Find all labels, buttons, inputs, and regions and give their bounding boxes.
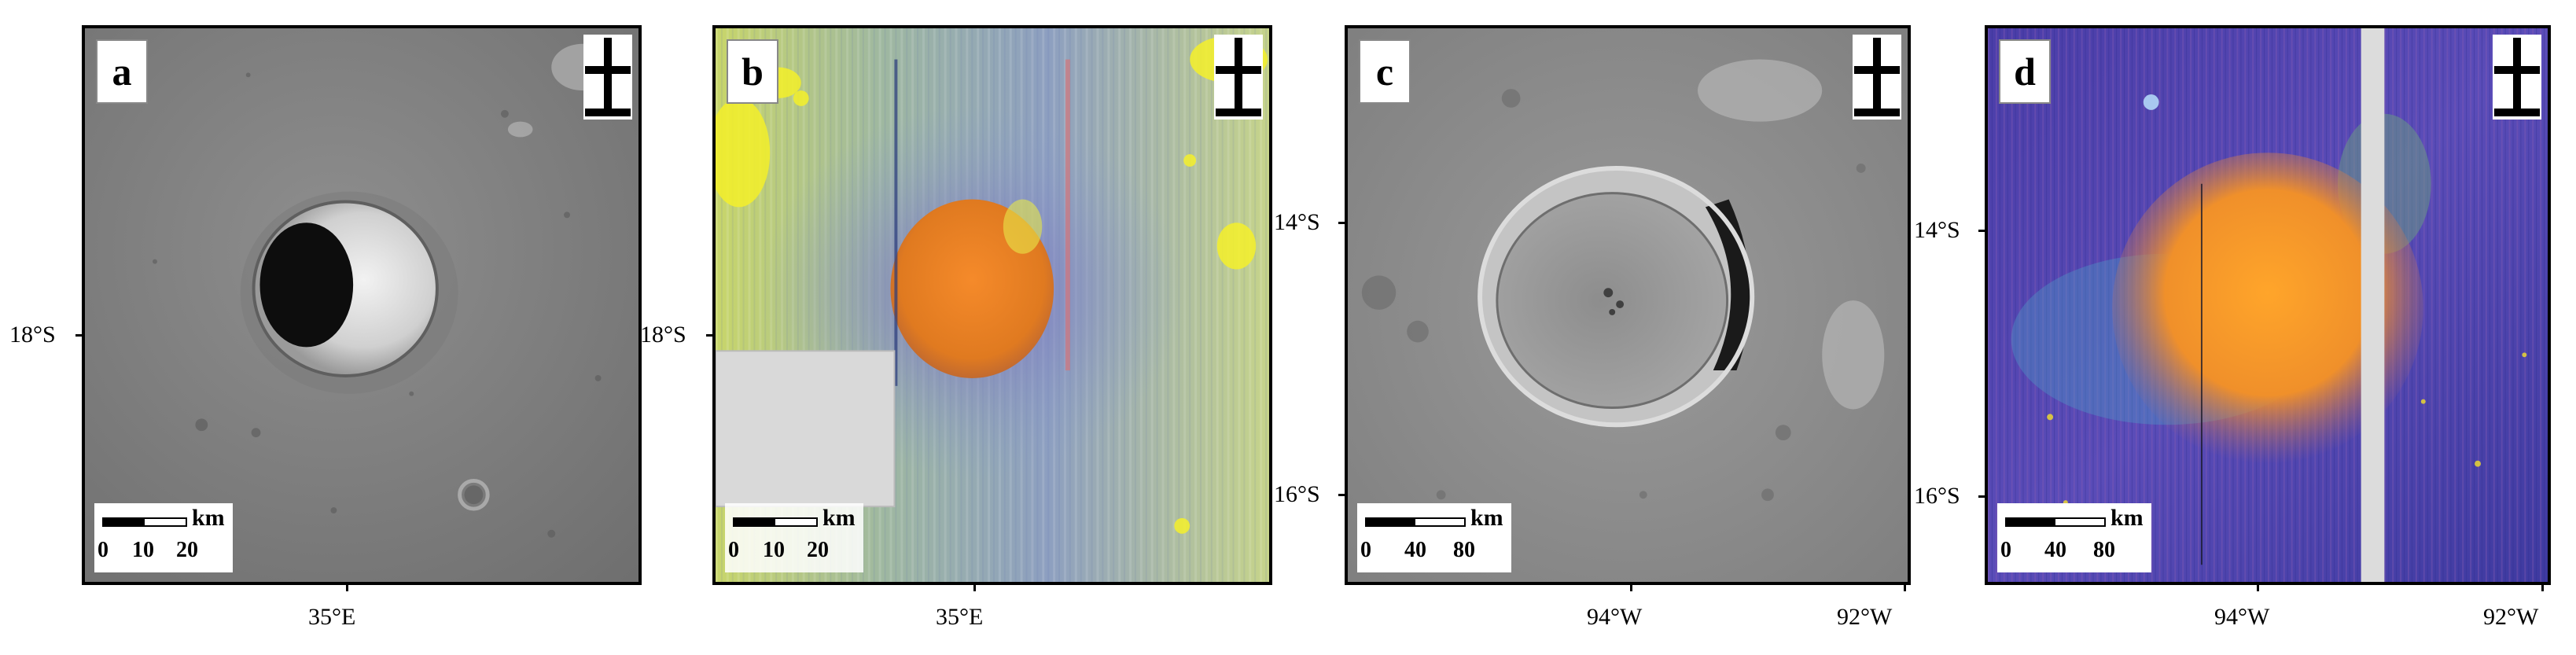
panel-d-scalebar: km 0 40 80 [1997, 503, 2151, 572]
panel-d: d km 0 40 80 [1985, 25, 2551, 585]
scalebar-graphic [2005, 517, 2106, 527]
panel-a-xlabel: 35°E [308, 604, 356, 630]
scalebar-unit: km [822, 505, 856, 531]
panel-a-label: a [96, 39, 148, 104]
panel-d-ytick-1 [1978, 230, 1986, 232]
panel-c-label: c [1359, 39, 1411, 104]
panel-b-ytick [706, 334, 714, 337]
panel-a-xtick [346, 583, 348, 591]
panel-b-scalebar: km 0 10 20 [725, 503, 863, 572]
panel-c: c km 0 40 80 [1345, 25, 1911, 585]
scalebar-tick-1: 40 [2044, 538, 2066, 562]
panel-b-image [716, 28, 1269, 582]
panel-c-scalebar: km 0 40 80 [1357, 503, 1511, 572]
scalebar-tick-1: 10 [763, 538, 785, 562]
north-arrow-icon [583, 35, 632, 120]
north-arrow-icon [1214, 35, 1263, 120]
scalebar-graphic [1365, 517, 1466, 527]
panel-d-label: d [1999, 39, 2051, 104]
panel-c-ylabel-2: 16°S [1274, 481, 1320, 507]
scalebar-graphic [733, 517, 818, 527]
panel-c-xlabel-2: 92°W [1837, 604, 1893, 630]
panel-c-ytick-2 [1338, 494, 1346, 496]
scalebar-tick-1: 10 [132, 538, 154, 562]
panel-b: b km 0 10 20 [712, 25, 1272, 585]
scalebar-tick-0: 0 [1360, 538, 1371, 562]
panel-a: a km 0 10 20 [82, 25, 642, 585]
scalebar-tick-2: 80 [2093, 538, 2115, 562]
scalebar-unit: km [1470, 505, 1503, 531]
scalebar-tick-0: 0 [98, 538, 109, 562]
panel-c-xtick-2 [1904, 583, 1906, 591]
panel-b-xtick [973, 583, 976, 591]
panel-c-ytick-1 [1338, 222, 1346, 224]
panel-b-label: b [727, 39, 778, 104]
north-arrow-icon [2493, 35, 2541, 120]
scalebar-graphic [102, 517, 187, 527]
panel-d-xlabel-2: 92°W [2483, 604, 2539, 630]
panel-d-ytick-2 [1978, 495, 1986, 498]
panel-d-ylabel-1: 14°S [1914, 217, 1960, 243]
panel-d-xtick-1 [2257, 583, 2259, 591]
panel-d-xlabel-1: 94°W [2214, 604, 2270, 630]
panel-d-ylabel-2: 16°S [1914, 483, 1960, 509]
scalebar-tick-1: 40 [1404, 538, 1426, 562]
panel-b-xlabel: 35°E [936, 604, 984, 630]
panel-a-ytick [75, 334, 83, 337]
panel-c-xlabel-1: 94°W [1587, 604, 1643, 630]
north-arrow-icon [1853, 35, 1901, 120]
panel-a-image [85, 28, 638, 582]
scalebar-tick-0: 0 [728, 538, 739, 562]
panel-c-image [1348, 28, 1908, 582]
scalebar-tick-2: 20 [176, 538, 198, 562]
scalebar-tick-2: 20 [807, 538, 829, 562]
panel-b-ylabel: 18°S [640, 322, 686, 348]
panel-d-xtick-2 [2541, 583, 2544, 591]
panel-a-scalebar: km 0 10 20 [94, 503, 233, 572]
scalebar-tick-0: 0 [2000, 538, 2011, 562]
scalebar-unit: km [192, 505, 225, 531]
panel-d-image [1988, 28, 2548, 582]
scalebar-tick-2: 80 [1453, 538, 1475, 562]
panel-c-xtick-1 [1630, 583, 1632, 591]
panel-c-ylabel-1: 14°S [1274, 209, 1320, 235]
scalebar-unit: km [2110, 505, 2144, 531]
panel-a-ylabel: 18°S [9, 322, 56, 348]
